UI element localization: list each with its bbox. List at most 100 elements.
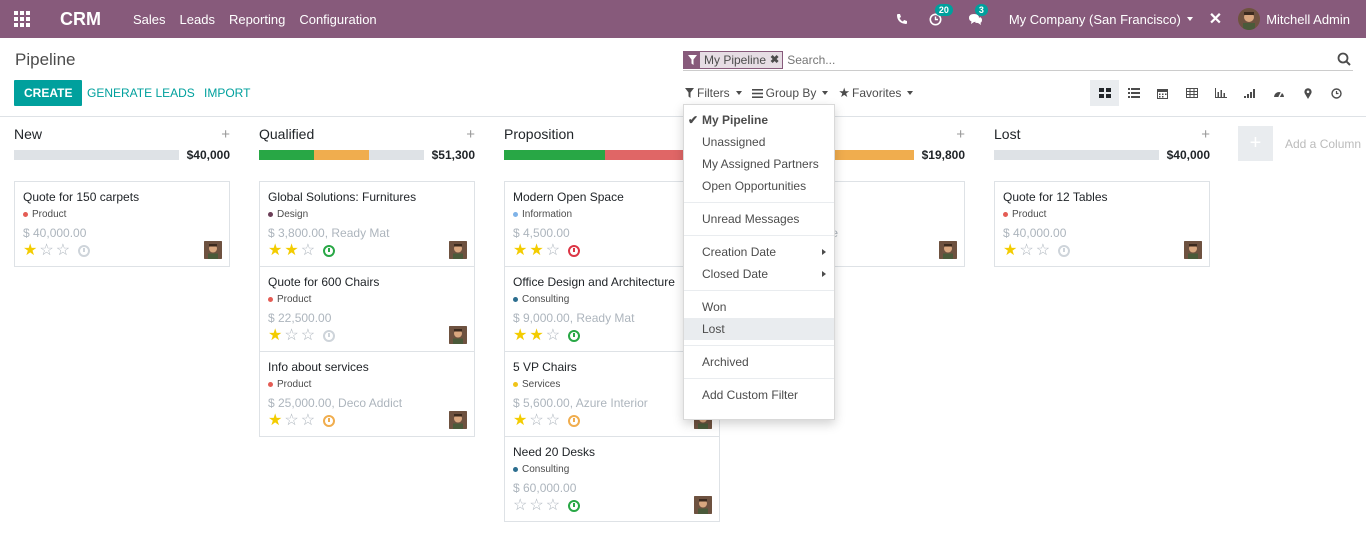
column-progress-bar[interactable] xyxy=(504,150,706,160)
menu-configuration[interactable]: Configuration xyxy=(299,11,377,27)
kanban-card[interactable]: Quote for 600 Chairs Product $ 22,500.00… xyxy=(259,266,475,352)
search-input[interactable] xyxy=(787,52,1328,67)
debug-tools-icon[interactable]: ✕ xyxy=(1208,11,1223,28)
star-empty-icon[interactable]: ☆ xyxy=(529,497,544,514)
quick-create-icon[interactable]: + xyxy=(1201,125,1210,143)
star-filled-icon[interactable]: ★ xyxy=(23,242,38,259)
filter-option-won[interactable]: Won xyxy=(684,296,834,318)
search-icon[interactable] xyxy=(1337,52,1351,69)
filter-option-creation-date[interactable]: Creation Date xyxy=(684,241,834,263)
filter-option-my-pipeline[interactable]: ✔ My Pipeline xyxy=(684,109,834,131)
star-empty-icon[interactable]: ☆ xyxy=(284,412,299,429)
star-empty-icon[interactable]: ☆ xyxy=(55,242,71,259)
star-filled-icon[interactable]: ★ xyxy=(268,242,283,259)
filter-option-unassigned[interactable]: Unassigned xyxy=(684,131,834,153)
map-view-button[interactable] xyxy=(1293,80,1322,106)
filter-option-open-opportunities[interactable]: Open Opportunities xyxy=(684,175,834,197)
create-button[interactable]: CREATE xyxy=(14,80,83,106)
star-empty-icon[interactable]: ☆ xyxy=(545,412,561,429)
import-button[interactable]: IMPORT xyxy=(204,86,251,100)
apps-menu-icon[interactable] xyxy=(0,0,44,38)
column-title[interactable]: Qualified xyxy=(259,126,315,142)
filter-option-lost[interactable]: Lost xyxy=(684,318,834,340)
quick-create-icon[interactable]: + xyxy=(956,125,965,143)
activity-view-button[interactable] xyxy=(1322,80,1351,106)
activity-clock-icon[interactable] xyxy=(568,245,581,257)
column-progress-bar[interactable] xyxy=(14,150,179,160)
activity-clock-icon[interactable] xyxy=(568,330,581,342)
kanban-view-button[interactable] xyxy=(1090,80,1119,106)
star-filled-icon[interactable]: ★ xyxy=(513,242,528,259)
quick-create-icon[interactable]: + xyxy=(466,125,475,143)
graph-view-button[interactable] xyxy=(1206,80,1235,106)
activity-clock-icon[interactable] xyxy=(568,415,581,427)
star-empty-icon[interactable]: ☆ xyxy=(545,242,561,259)
star-empty-icon[interactable]: ☆ xyxy=(39,242,54,259)
messages-icon[interactable]: 3 xyxy=(967,4,988,28)
calendar-view-button[interactable] xyxy=(1148,80,1177,106)
star-empty-icon[interactable]: ☆ xyxy=(300,327,316,344)
tag-label: Product xyxy=(32,209,67,220)
add-column-button[interactable]: + Add a Column xyxy=(1238,126,1361,161)
column-title[interactable]: Proposition xyxy=(504,126,575,142)
menu-reporting[interactable]: Reporting xyxy=(228,11,286,27)
generate-leads-button[interactable]: GENERATE LEADS xyxy=(87,86,195,100)
activity-clock-icon[interactable] xyxy=(568,500,581,512)
card-tag: Services xyxy=(513,379,711,390)
column-title[interactable]: New xyxy=(14,126,43,142)
app-name[interactable]: CRM xyxy=(60,8,101,29)
filter-option-unread-messages[interactable]: Unread Messages xyxy=(684,208,834,230)
star-filled-icon[interactable]: ★ xyxy=(284,242,299,259)
star-filled-icon[interactable]: ★ xyxy=(268,327,283,344)
quick-create-icon[interactable]: + xyxy=(221,125,230,143)
column-progress-bar[interactable] xyxy=(994,150,1159,160)
kanban-card[interactable]: Quote for 12 Tables Product $ 40,000.00 … xyxy=(994,181,1210,267)
filter-option-add-custom-filter[interactable]: Add Custom Filter xyxy=(684,384,834,406)
filter-option-closed-date[interactable]: Closed Date xyxy=(684,263,834,285)
dashboard-view-button[interactable] xyxy=(1264,80,1293,106)
star-filled-icon[interactable]: ★ xyxy=(529,327,544,344)
card-title: 5 VP Chairs xyxy=(513,360,577,374)
kanban-card[interactable]: Global Solutions: Furnitures Design $ 3,… xyxy=(259,181,475,267)
star-empty-icon[interactable]: ☆ xyxy=(545,327,561,344)
groupby-toggle[interactable]: Group By xyxy=(751,85,829,101)
star-filled-icon[interactable]: ★ xyxy=(513,412,528,429)
user-menu[interactable]: Mitchell Admin xyxy=(1238,8,1350,30)
activity-clock-icon[interactable] xyxy=(1058,245,1071,257)
kanban-card[interactable]: Info about services Product $ 25,000.00,… xyxy=(259,351,475,437)
filter-option-my-assigned-partners[interactable]: My Assigned Partners xyxy=(684,153,834,175)
remove-facet-icon[interactable]: ✖ xyxy=(770,54,780,66)
activity-clock-icon[interactable]: 20 xyxy=(927,4,953,28)
star-filled-icon[interactable]: ★ xyxy=(268,412,283,429)
activity-clock-icon[interactable] xyxy=(323,415,336,427)
calendar-icon xyxy=(1157,88,1168,99)
filter-option-archived[interactable]: Archived xyxy=(684,351,834,373)
activity-clock-icon[interactable] xyxy=(323,330,336,342)
star-filled-icon[interactable]: ★ xyxy=(529,242,544,259)
kanban-card[interactable]: Need 20 Desks Consulting $ 60,000.00 ☆ ☆ ☆ xyxy=(504,436,720,522)
company-switcher[interactable]: My Company (San Francisco) xyxy=(1009,12,1193,27)
star-empty-icon[interactable]: ☆ xyxy=(529,412,544,429)
star-empty-icon[interactable]: ☆ xyxy=(1035,242,1051,259)
filters-toggle[interactable]: Filters xyxy=(685,85,742,101)
phone-icon[interactable] xyxy=(893,10,911,28)
list-view-button[interactable] xyxy=(1119,80,1148,106)
activity-clock-icon[interactable] xyxy=(78,245,91,257)
favorites-toggle[interactable]: ★ Favorites xyxy=(838,85,914,101)
pivot-view-button[interactable] xyxy=(1177,80,1206,106)
star-empty-icon[interactable]: ☆ xyxy=(284,327,299,344)
column-title[interactable]: Lost xyxy=(994,126,1021,142)
cohort-view-button[interactable] xyxy=(1235,80,1264,106)
star-empty-icon[interactable]: ☆ xyxy=(300,242,316,259)
kanban-card[interactable]: Quote for 150 carpets Product $ 40,000.0… xyxy=(14,181,230,267)
star-filled-icon[interactable]: ★ xyxy=(1003,242,1018,259)
menu-leads[interactable]: Leads xyxy=(179,11,215,27)
menu-sales[interactable]: Sales xyxy=(133,11,166,27)
star-empty-icon[interactable]: ☆ xyxy=(1019,242,1034,259)
column-progress-bar[interactable] xyxy=(259,150,424,160)
star-empty-icon[interactable]: ☆ xyxy=(300,412,316,429)
activity-clock-icon[interactable] xyxy=(323,245,336,257)
star-empty-icon[interactable]: ☆ xyxy=(513,497,528,514)
star-empty-icon[interactable]: ☆ xyxy=(545,497,561,514)
star-filled-icon[interactable]: ★ xyxy=(513,327,528,344)
